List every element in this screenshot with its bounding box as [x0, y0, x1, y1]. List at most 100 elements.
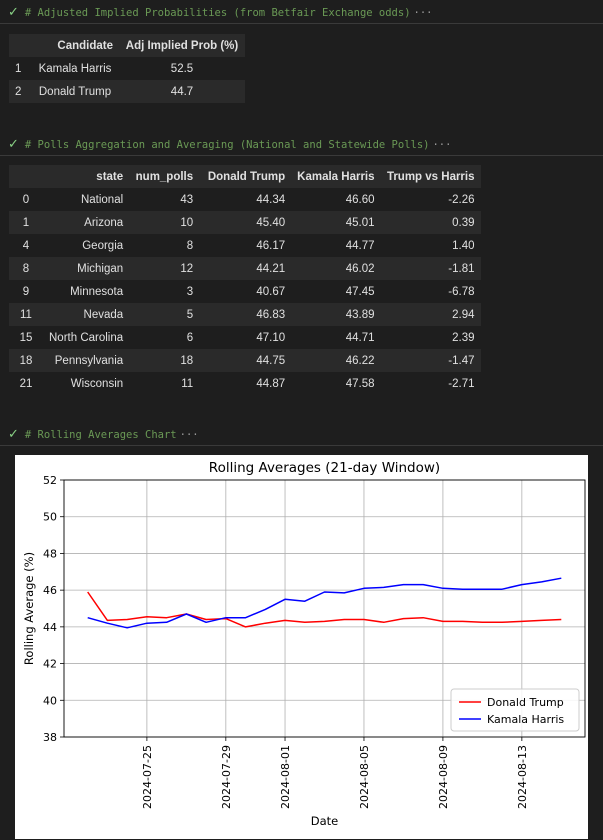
prob-value: 44.7	[119, 80, 245, 103]
row-index: 8	[9, 257, 43, 280]
more-icon[interactable]: ···	[179, 428, 199, 441]
table-row: 0 National 43 44.34 46.60 -2.26	[9, 188, 481, 211]
harris-value: 43.89	[291, 303, 381, 326]
table-header-row: state num_polls Donald Trump Kamala Harr…	[9, 165, 481, 188]
num-polls: 43	[180, 193, 194, 206]
trump-value: 47.10	[256, 331, 286, 344]
diff-value: 2.39	[452, 331, 475, 344]
y-tick-label: 40	[43, 694, 57, 707]
trump-value: 46.83	[199, 303, 292, 326]
cell-header-chart[interactable]: ✓ # Rolling Averages Chart ···	[0, 424, 603, 446]
cell-comment: # Adjusted Implied Probabilities (from B…	[24, 6, 411, 19]
row-index: 4	[22, 239, 30, 252]
legend-label: Kamala Harris	[487, 713, 564, 726]
index-header	[9, 165, 43, 188]
table-row: 11 Nevada 5 46.83 43.89 2.94	[9, 303, 481, 326]
check-icon: ✓	[8, 137, 19, 152]
y-tick-label: 42	[43, 658, 57, 671]
harris-value: 45.01	[291, 211, 381, 234]
num-polls: 10	[129, 211, 200, 234]
x-tick-label: 2024-08-13	[516, 745, 529, 809]
harris-value: 46.60	[345, 193, 375, 206]
state-header: state	[43, 165, 130, 188]
table-row: 4 Georgia 8 46.17 44.77 1.40	[9, 234, 481, 257]
y-tick-label: 46	[43, 584, 57, 597]
row-index: 0	[22, 193, 30, 206]
harris-header: Kamala Harris	[291, 165, 381, 188]
num-polls: 11	[181, 377, 194, 390]
plot-frame	[63, 479, 586, 738]
num-polls: 3	[186, 285, 194, 298]
candidate-name: Donald Trump	[31, 80, 119, 103]
y-tick-label: 50	[43, 511, 57, 524]
cell-header-polls[interactable]: ✓ # Polls Aggregation and Averaging (Nat…	[0, 134, 603, 156]
probabilities-table: Candidate Adj Implied Prob (%) 1 Kamala …	[9, 34, 245, 103]
row-index: 2	[9, 80, 31, 103]
check-icon: ✓	[8, 427, 19, 442]
cell-header-probabilities[interactable]: ✓ # Adjusted Implied Probabilities (from…	[0, 2, 603, 24]
num-polls-header: num_polls	[129, 165, 200, 188]
diff-value: 2.94	[380, 303, 481, 326]
chart-svg: 38 40 42 44 46 48 50 52 2024-07-25 2024-07-29 2024…	[22, 460, 586, 828]
y-tick-label: 52	[43, 474, 57, 487]
num-polls: 18	[129, 349, 200, 372]
trump-value: 44.87	[256, 377, 286, 390]
diff-value: -6.78	[448, 285, 475, 298]
harris-value: 47.58	[345, 377, 375, 390]
x-tick-label: 2024-07-29	[220, 745, 233, 809]
series-line	[87, 577, 562, 629]
table-row: 9 Minnesota 3 40.67 47.45 -6.78	[9, 280, 481, 303]
row-index: 11	[9, 303, 43, 326]
table-header-row: Candidate Adj Implied Prob (%)	[9, 34, 245, 57]
check-icon: ✓	[8, 5, 19, 20]
more-icon[interactable]: ···	[432, 138, 452, 151]
row-index: 18	[9, 349, 43, 372]
harris-value: 44.77	[345, 239, 375, 252]
table-row: 21 Wisconsin 11 44.87 47.58 -2.71	[9, 372, 481, 395]
x-tick-label: 2024-08-05	[358, 745, 371, 809]
num-polls: 5	[129, 303, 200, 326]
trump-value: 44.75	[199, 349, 292, 372]
table-row: 2 Donald Trump 44.7	[9, 80, 245, 103]
harris-value: 47.45	[345, 285, 375, 298]
diff-value: 1.40	[452, 239, 475, 252]
num-polls: 8	[186, 239, 194, 252]
x-tick-label: 2024-07-25	[141, 745, 154, 809]
harris-value: 44.71	[345, 331, 375, 344]
y-axis-label: Rolling Average (%)	[22, 552, 36, 665]
table-row: 8 Michigan 12 44.21 46.02 -1.81	[9, 257, 481, 280]
diff-value: -1.81	[380, 257, 481, 280]
harris-value: 46.02	[291, 257, 381, 280]
y-tick-label: 44	[43, 621, 57, 634]
legend-label: Donald Trump	[487, 696, 564, 709]
row-index: 1	[9, 211, 43, 234]
more-icon[interactable]: ···	[413, 6, 433, 19]
row-index: 15	[19, 331, 33, 344]
trump-header: Donald Trump	[199, 165, 292, 188]
table-row: 15 North Carolina 6 47.10 44.71 2.39	[9, 326, 481, 349]
polls-table: state num_polls Donald Trump Kamala Harr…	[9, 165, 481, 395]
table-row: 18 Pennsylvania 18 44.75 46.22 -1.47	[9, 349, 481, 372]
num-polls: 6	[186, 331, 194, 344]
trump-value: 46.17	[256, 239, 286, 252]
trump-value: 40.67	[256, 285, 286, 298]
state-name: Arizona	[43, 211, 130, 234]
trump-value: 44.21	[199, 257, 292, 280]
row-index: 1	[15, 62, 22, 75]
table-row: 1 Arizona 10 45.40 45.01 0.39	[9, 211, 481, 234]
state-name: Nevada	[43, 303, 130, 326]
x-tick-label: 2024-08-01	[279, 745, 292, 809]
diff-value: 0.39	[380, 211, 481, 234]
state-name: Georgia	[82, 239, 124, 252]
candidate-header: Candidate	[31, 34, 119, 57]
y-tick-label: 48	[43, 547, 57, 560]
chart-title: Rolling Averages (21-day Window)	[209, 460, 440, 476]
x-axis-label: Date	[311, 814, 339, 828]
state-name: Michigan	[43, 257, 130, 280]
table-row: 1 Kamala Harris 52.5	[9, 57, 245, 80]
diff-header: Trump vs Harris	[380, 165, 481, 188]
state-name: North Carolina	[49, 331, 124, 344]
y-tick-label: 38	[43, 731, 57, 744]
diff-value: -1.47	[380, 349, 481, 372]
diff-value: -2.71	[448, 377, 475, 390]
